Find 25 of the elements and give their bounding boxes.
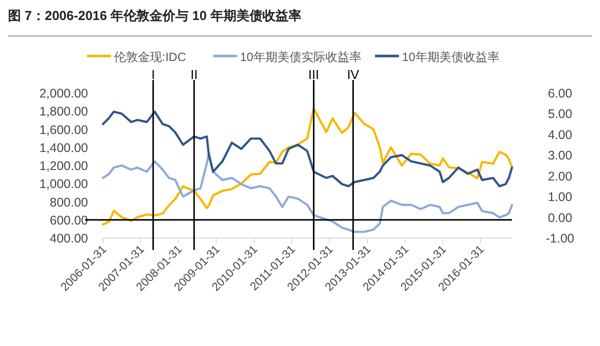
legend-label: 伦敦金现:IDC bbox=[114, 50, 186, 64]
y-tick-label: 2,000.00 bbox=[39, 86, 88, 100]
ref-line-label: III bbox=[308, 67, 320, 82]
y-tick-label: 400.00 bbox=[50, 232, 88, 246]
y2-tick-label: 2.00 bbox=[548, 169, 572, 184]
y-tick-label: 800.00 bbox=[50, 195, 88, 210]
y-tick-label: 1,400.00 bbox=[39, 140, 88, 155]
ref-line-label: IV bbox=[346, 67, 360, 82]
legend-label: 10年期美债收益率 bbox=[402, 50, 500, 64]
y2-tick-label: 5.00 bbox=[548, 107, 572, 122]
y2-tick-label: 3.00 bbox=[548, 148, 572, 163]
y2-tick-label: 4.00 bbox=[548, 128, 572, 142]
y2-tick-label: 0.00 bbox=[548, 210, 572, 225]
y2-tick-label: -1.00 bbox=[546, 232, 574, 246]
y-tick-label: 1,000.00 bbox=[39, 177, 88, 192]
y2-tick-label: 1.00 bbox=[548, 190, 572, 204]
chart-title: 图 7：2006-2016 年伦敦金价与 10 年期美债收益率 bbox=[8, 8, 302, 23]
y2-tick-label: 6.00 bbox=[548, 86, 572, 100]
legend-label: 10年期美债实际收益率 bbox=[240, 50, 362, 64]
y-tick-label: 1,600.00 bbox=[39, 122, 88, 137]
y-tick-label: 1,200.00 bbox=[39, 159, 88, 173]
y-tick-label: 1,800.00 bbox=[39, 104, 88, 119]
ref-line-label: II bbox=[190, 67, 198, 82]
y-tick-label: 600.00 bbox=[50, 213, 88, 228]
ref-line-label: I bbox=[151, 67, 155, 82]
